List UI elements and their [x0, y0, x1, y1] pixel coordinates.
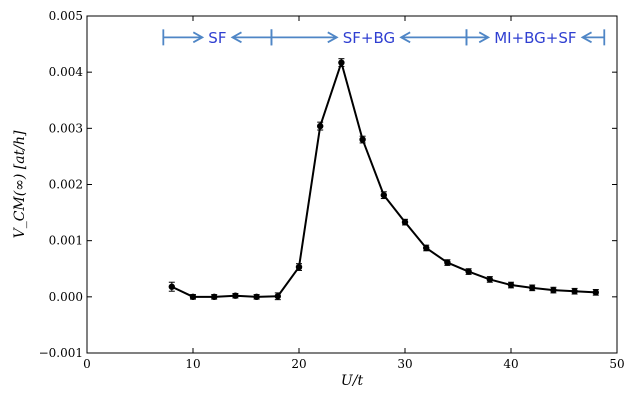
region-annotations: SF SF+BG MI+BG+SF	[162, 29, 606, 47]
data-point	[211, 293, 218, 301]
region-arrow-head	[230, 31, 242, 44]
data-point	[274, 293, 281, 300]
x-tick-label: 40	[503, 357, 518, 371]
data-point	[507, 281, 515, 289]
data-point	[550, 286, 557, 294]
data-point	[571, 288, 578, 295]
data-point	[317, 122, 324, 130]
data-point	[401, 218, 409, 226]
region-arrow-head	[192, 31, 205, 44]
data-point	[486, 276, 493, 283]
region-arrow-head	[478, 31, 491, 44]
x-tick-label: 0	[83, 357, 91, 371]
y-tick-label: 0.003	[49, 121, 83, 135]
region-label: SF+BG	[343, 29, 395, 47]
data-point	[465, 268, 472, 275]
plot-frame	[86, 15, 618, 354]
region-label: MI+BG+SF	[494, 29, 576, 47]
region-arrow-head	[580, 31, 592, 44]
data-point	[338, 59, 345, 66]
series-layer	[168, 58, 599, 301]
data-point	[359, 136, 366, 143]
y-tick-label: 0.004	[49, 65, 84, 79]
x-tick-label: 20	[291, 357, 306, 371]
data-point	[444, 259, 451, 266]
y-tick-label: −0.001	[39, 346, 83, 360]
data-point	[253, 293, 260, 301]
x-axis-label: U/t	[341, 373, 364, 389]
data-point	[592, 289, 599, 296]
x-tick-label: 10	[185, 357, 200, 371]
data-point	[529, 284, 536, 292]
y-tick-label: 0.002	[49, 178, 83, 192]
data-point	[295, 263, 303, 271]
region-arrow-head	[399, 31, 411, 44]
region-label: SF	[208, 29, 226, 47]
y-axis-label: V_CM(∞) [at/h]	[12, 130, 28, 238]
series-line	[171, 61, 596, 298]
data-point	[168, 283, 175, 290]
x-tick-label: 50	[609, 357, 624, 371]
y-tick-label: 0.000	[49, 290, 83, 304]
data-point	[189, 293, 197, 301]
y-tick-label: 0.001	[49, 234, 83, 248]
region-arrow-head	[327, 31, 339, 44]
data-point	[232, 292, 239, 299]
data-point	[423, 244, 430, 252]
x-tick-label: 30	[397, 357, 412, 371]
y-tick-label: 0.005	[49, 9, 83, 23]
data-point	[380, 191, 387, 199]
ticks-layer: 0 10 20 30 40 50 −0.001 0.000 0.001 0.002 0.003 0.0…	[39, 9, 625, 371]
